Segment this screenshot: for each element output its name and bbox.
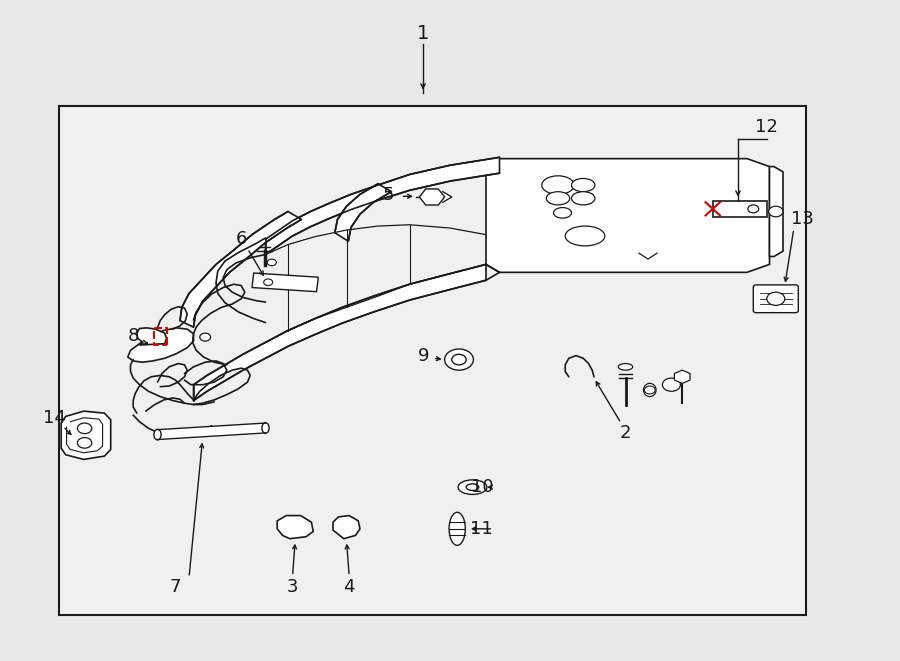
Ellipse shape <box>154 430 161 440</box>
Ellipse shape <box>458 480 487 494</box>
Text: 3: 3 <box>287 578 298 596</box>
Circle shape <box>200 333 211 341</box>
Polygon shape <box>486 159 770 272</box>
Circle shape <box>769 206 783 217</box>
Polygon shape <box>128 328 194 362</box>
Polygon shape <box>335 184 392 241</box>
Circle shape <box>77 438 92 448</box>
Circle shape <box>77 423 92 434</box>
Ellipse shape <box>466 484 479 490</box>
Text: 8: 8 <box>128 327 139 345</box>
Text: 9: 9 <box>418 346 429 365</box>
Circle shape <box>445 349 473 370</box>
Ellipse shape <box>542 176 574 194</box>
Text: 4: 4 <box>344 578 355 596</box>
Polygon shape <box>137 328 166 345</box>
Circle shape <box>452 354 466 365</box>
Text: 5: 5 <box>383 186 394 204</box>
Bar <box>58 106 806 615</box>
Circle shape <box>644 386 655 394</box>
Polygon shape <box>194 264 486 401</box>
Ellipse shape <box>262 423 269 434</box>
Text: 2: 2 <box>620 424 631 442</box>
Text: 1: 1 <box>417 24 429 42</box>
Polygon shape <box>277 516 313 539</box>
Ellipse shape <box>449 512 465 545</box>
Ellipse shape <box>618 364 633 370</box>
Bar <box>252 273 319 292</box>
Text: 7: 7 <box>170 578 181 596</box>
Circle shape <box>662 378 680 391</box>
Text: 14: 14 <box>42 408 66 427</box>
Ellipse shape <box>572 192 595 205</box>
Polygon shape <box>770 167 783 256</box>
Text: 11: 11 <box>471 520 493 538</box>
Ellipse shape <box>546 192 570 205</box>
FancyBboxPatch shape <box>713 201 767 217</box>
Text: 10: 10 <box>471 478 493 496</box>
Circle shape <box>264 279 273 286</box>
Circle shape <box>767 292 785 305</box>
Polygon shape <box>333 516 360 539</box>
Polygon shape <box>180 212 302 327</box>
Circle shape <box>267 259 276 266</box>
Text: 12: 12 <box>755 118 778 136</box>
Ellipse shape <box>644 383 656 397</box>
Text: 6: 6 <box>236 230 247 249</box>
Text: 13: 13 <box>791 210 814 229</box>
Ellipse shape <box>554 208 572 218</box>
Polygon shape <box>61 411 111 459</box>
FancyBboxPatch shape <box>753 285 798 313</box>
Polygon shape <box>266 157 500 254</box>
Circle shape <box>748 205 759 213</box>
Ellipse shape <box>572 178 595 192</box>
Ellipse shape <box>565 226 605 246</box>
